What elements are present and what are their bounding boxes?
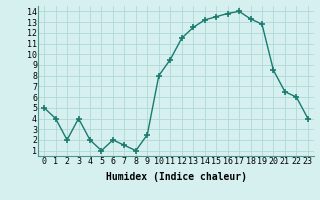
X-axis label: Humidex (Indice chaleur): Humidex (Indice chaleur) xyxy=(106,172,246,182)
